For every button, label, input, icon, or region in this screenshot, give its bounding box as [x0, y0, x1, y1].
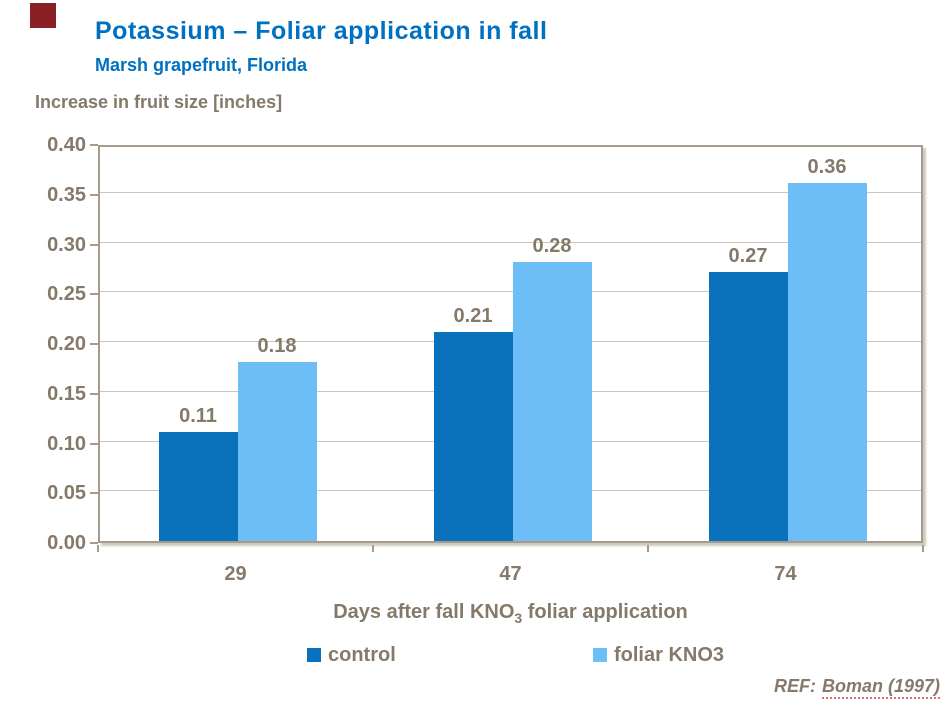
data-label-control-74: 0.27 [728, 245, 768, 268]
y-tick-label-0.05: 0.05 [47, 482, 86, 505]
y-tick-label-0.15: 0.15 [47, 382, 86, 405]
y-tick-mark-0.25 [90, 293, 98, 296]
gridline-0.35 [100, 191, 921, 193]
x-tick-label-74: 74 [774, 563, 797, 585]
gridline-0.25 [100, 291, 921, 293]
x-tick-mark-3 [922, 545, 924, 552]
legend-item-foliar-kno3: foliar KNO3 [593, 643, 724, 667]
reference-citation: Boman (1997) [821, 676, 940, 699]
x-tick-mark-2 [647, 545, 649, 552]
x-axis-title-text-post: foliar application [522, 601, 688, 623]
y-tick-label-0.00: 0.00 [47, 532, 86, 554]
legend-swatch-foliar-kno3 [593, 648, 607, 662]
y-tick-label-0.30: 0.30 [47, 233, 86, 256]
data-label-control-29: 0.11 [179, 404, 217, 427]
y-tick-mark-0.10 [90, 442, 98, 445]
plot-area: 0.11 0.18 0.21 0.28 0.27 0.36 [98, 145, 923, 543]
legend-label-control: control [328, 643, 396, 666]
y-tick-mark-0.15 [90, 392, 98, 395]
x-tick-label-29: 29 [224, 563, 247, 585]
slide-accent-mark [30, 3, 56, 28]
bar-foliar-kno3-47 [512, 262, 592, 541]
y-tick-mark-0.30 [90, 243, 98, 246]
data-label-foliar-kno3-74: 0.36 [807, 155, 847, 178]
y-tick-label-0.40: 0.40 [47, 134, 86, 156]
data-label-foliar-kno3-47: 0.28 [532, 235, 572, 258]
x-axis-title-text: Days after fall KNO [333, 601, 515, 623]
bar-control-74 [708, 272, 788, 541]
y-tick-label-0.20: 0.20 [47, 333, 86, 355]
data-label-foliar-kno3-29: 0.18 [257, 334, 297, 357]
y-tick-mark-0.35 [90, 193, 98, 196]
bar-control-47 [433, 332, 513, 541]
y-axis-title: Increase in fruit size [inches] [35, 92, 283, 112]
x-tick-mark-0 [97, 545, 99, 552]
slide-title: Potassium – Foliar application in fall [95, 17, 548, 45]
y-tick-mark-0.05 [90, 492, 98, 495]
reference-prefix: REF: [773, 676, 816, 696]
y-tick-label-0.25: 0.25 [47, 283, 86, 306]
x-axis-title: Days after fall KNO3 foliar application [98, 601, 923, 626]
bar-foliar-kno3-29 [237, 361, 317, 541]
x-tick-label-47: 47 [499, 563, 522, 585]
legend-swatch-control [307, 648, 321, 662]
legend-item-control: control [307, 643, 396, 667]
y-tick-label-0.10: 0.10 [47, 432, 86, 455]
data-label-control-47: 0.21 [453, 305, 493, 328]
bar-foliar-kno3-74 [787, 182, 867, 541]
x-tick-mark-1 [372, 545, 374, 552]
x-axis-title-subscript: 3 [514, 610, 523, 626]
y-tick-mark-0.00 [90, 542, 98, 544]
reference-note: REF: Boman (1997) [773, 676, 940, 699]
y-tick-mark-0.20 [90, 343, 98, 345]
legend-label-foliar-kno3: foliar KNO3 [614, 643, 725, 666]
bar-control-29 [158, 431, 238, 541]
slide-subtitle: Marsh grapefruit, Florida [95, 55, 308, 75]
y-tick-label-0.35: 0.35 [47, 183, 86, 206]
y-tick-mark-0.40 [90, 144, 98, 146]
gridline-0.30 [100, 241, 921, 243]
